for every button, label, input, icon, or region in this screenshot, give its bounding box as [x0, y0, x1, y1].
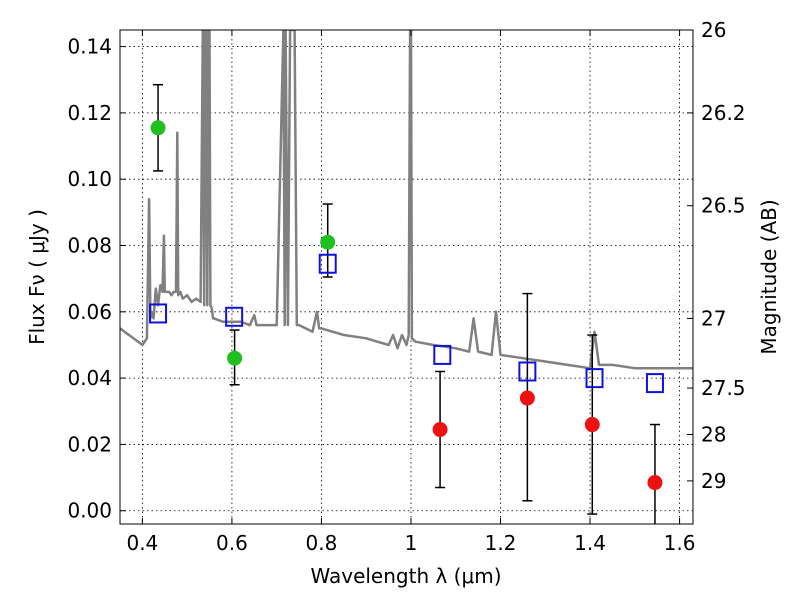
spectrum-layer [120, 30, 693, 370]
y-tick-label: 0.10 [67, 167, 112, 191]
low-significance-flux-point [432, 422, 448, 438]
y-tick-label: 0.04 [67, 366, 112, 390]
y2-tick-label: 27.5 [701, 376, 746, 400]
y2-tick-label: 26 [701, 18, 726, 42]
x-tick-label: 0.8 [306, 531, 338, 555]
y-tick-label: 0.14 [67, 35, 112, 59]
y-axis: 0.00 0.02 0.04 0.06 0.08 0.10 0.12 0.14 [67, 35, 126, 523]
x-axis-label: Wavelength λ (μm) [310, 564, 501, 588]
x-tick-label: 0.6 [216, 531, 248, 555]
x-tick-label: 1.6 [664, 531, 696, 555]
y-tick-label: 0.00 [67, 499, 112, 523]
y2-axis: 26 26.2 26.5 27 27.5 28 29 [687, 18, 746, 493]
y-axis-label: Flux Fν ( μJy ) [25, 209, 49, 345]
detected-flux-point [150, 120, 166, 136]
y2-tick-label: 29 [701, 469, 726, 493]
low-significance-flux-point [519, 390, 535, 406]
model-flux-square [585, 368, 604, 389]
detected-flux-point [227, 350, 243, 366]
y2-tick-label: 26.2 [701, 101, 746, 125]
y-tick-label: 0.08 [67, 234, 112, 258]
low-significance-flux-point [584, 417, 600, 433]
x-tick-label: 0.4 [126, 531, 158, 555]
x-tick-label: 1 [405, 531, 418, 555]
model-flux-square [225, 306, 244, 327]
model-flux-square [518, 361, 537, 382]
y2-tick-label: 28 [701, 422, 726, 446]
low-significance-flux-point [647, 475, 663, 491]
y-tick-label: 0.12 [67, 101, 112, 125]
plot-background [120, 30, 693, 524]
y-tick-label: 0.02 [67, 432, 112, 456]
y-tick-label: 0.06 [67, 300, 112, 324]
plot-frame [119, 29, 694, 525]
marker-layer [149, 120, 664, 491]
y2-axis-label: Magnitude (AB) [757, 199, 781, 354]
detected-flux-point [320, 234, 336, 250]
model-spectrum-line [120, 30, 693, 370]
x-tick-label: 1.2 [485, 531, 517, 555]
x-axis: 0.4 0.6 0.8 1 1.2 1.4 1.6 [126, 30, 695, 555]
model-flux-square [318, 253, 337, 274]
y2-tick-label: 27 [701, 306, 726, 330]
y2-tick-label: 26.5 [701, 194, 746, 218]
model-flux-square [149, 303, 168, 324]
model-flux-square [645, 373, 664, 394]
model-flux-square [433, 344, 452, 365]
x-tick-label: 1.4 [574, 531, 606, 555]
